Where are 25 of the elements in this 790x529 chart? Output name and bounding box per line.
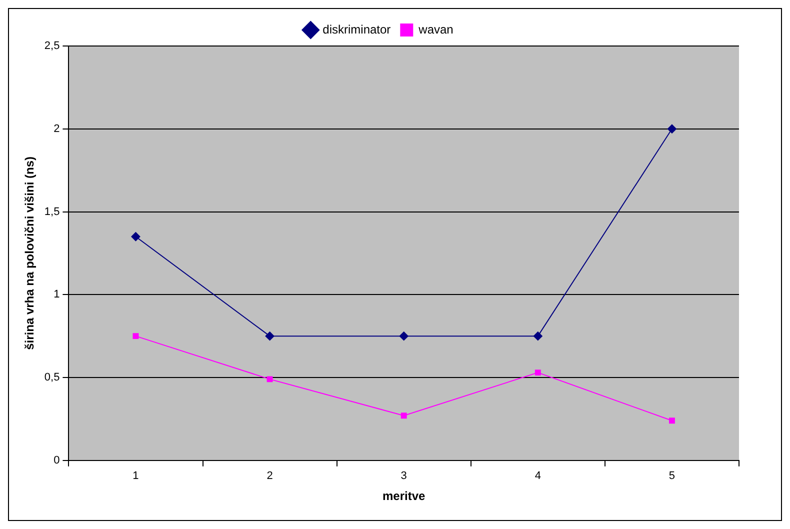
y-tick-label: 0	[54, 454, 60, 466]
point	[132, 333, 139, 340]
legend-label: wavan	[418, 22, 454, 36]
point	[265, 332, 274, 341]
x-tick-label: 4	[534, 470, 541, 482]
point	[400, 412, 407, 419]
point	[667, 124, 676, 134]
point	[668, 418, 675, 424]
y-tick-label: 0,5	[44, 372, 60, 384]
point	[131, 232, 140, 242]
point	[266, 376, 273, 382]
y-axis-title: širina vrha na polovični višini (ns)	[22, 156, 37, 350]
point	[534, 370, 541, 376]
y-tick-label: 2	[54, 122, 60, 135]
x-tick-label: 3	[400, 470, 407, 482]
point	[399, 332, 408, 341]
point	[533, 332, 542, 341]
x-axis-title: meritve	[382, 489, 426, 504]
legend-label: diskriminator	[322, 22, 391, 36]
y-tick-label: 1,5	[44, 206, 60, 218]
x-tick-label: 2	[266, 470, 273, 482]
x-tick-label: 5	[668, 470, 676, 482]
x-tick-label: 1	[132, 470, 139, 482]
y-tick-label: 1	[54, 288, 60, 301]
y-tick-label: 2,5	[44, 40, 60, 52]
